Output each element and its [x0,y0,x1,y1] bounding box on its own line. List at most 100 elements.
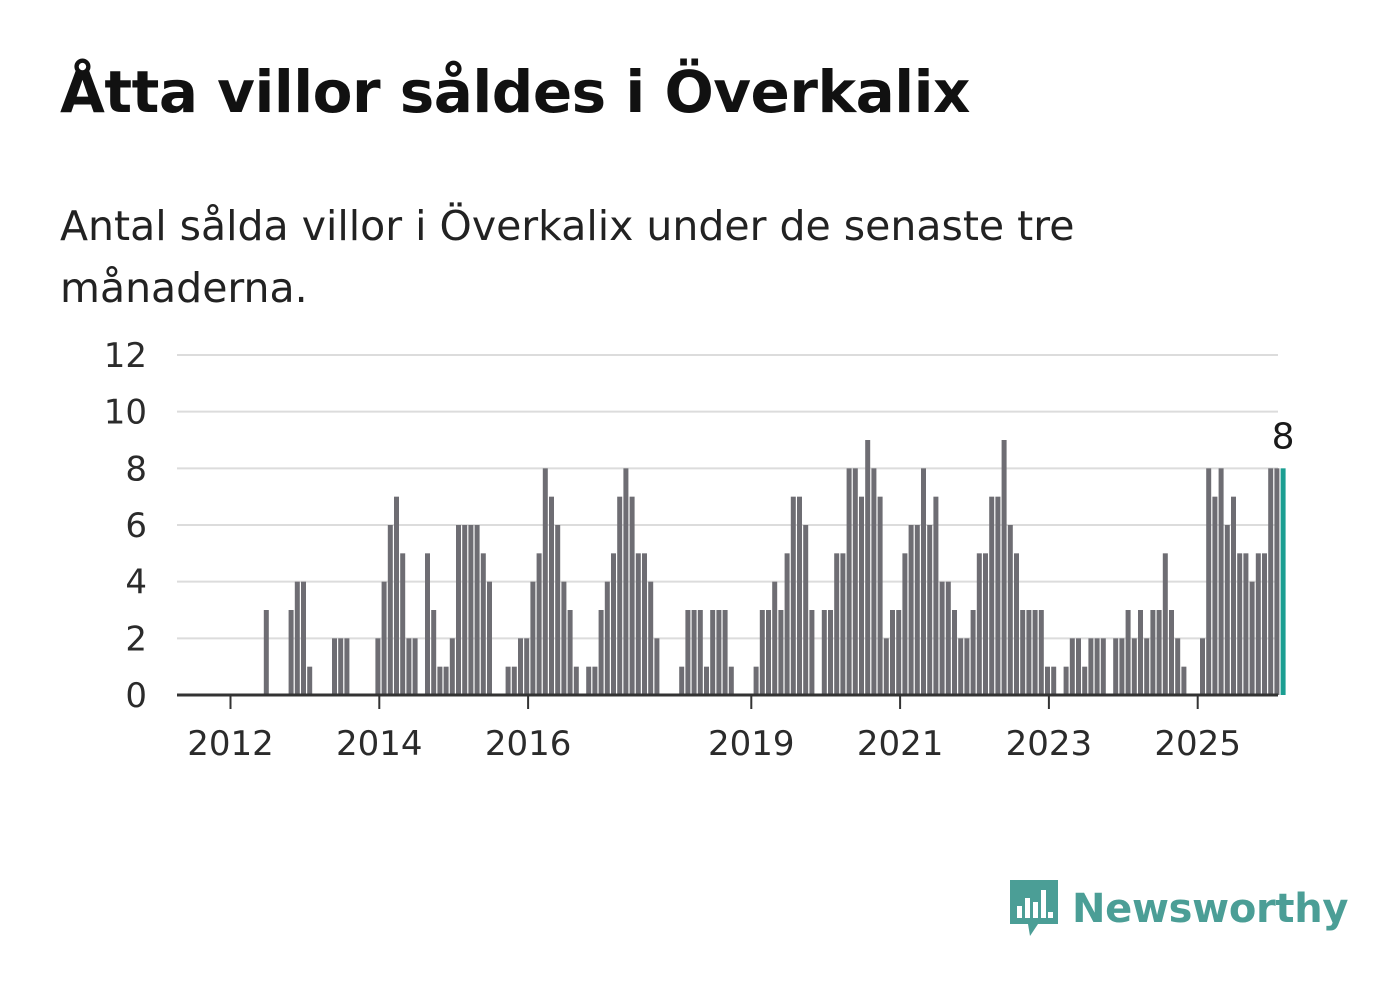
bar [456,525,461,695]
bar [1069,638,1075,695]
bar [1088,638,1094,695]
bar [1014,553,1019,695]
bar [1138,610,1143,695]
x-tick-label: 2012 [187,724,274,764]
annotations: 8 [1272,416,1295,457]
bar [604,581,610,695]
bar [1007,525,1013,695]
bar-highlight [1280,468,1286,695]
bar [834,553,840,695]
bar [1001,440,1007,695]
bar [567,610,573,695]
bar [995,496,1001,695]
bar [1268,468,1274,695]
bar-chart: 0 2 4 6 8 10 12 2012 2014 2016 2019 2021 2023 2025 8 [104,336,1295,764]
bar [939,581,945,695]
bar [412,638,418,695]
bar [809,610,815,695]
bar [927,525,933,695]
y-axis-labels: 0 2 4 6 8 10 12 [104,336,147,716]
bar [685,610,691,695]
chart-subtitle: Antal sålda villor i Överkalix under de … [60,202,1075,312]
bar [1100,638,1106,695]
bar [846,468,852,695]
bar [1162,553,1168,695]
bar [914,525,920,695]
bar [1051,666,1057,695]
x-axis: 2012 2014 2016 2019 2021 2023 2025 [177,693,1278,764]
bar [1255,553,1261,695]
bar [828,610,833,695]
bar [542,468,548,695]
bar [301,581,306,695]
bar [797,496,802,695]
bar [1218,468,1224,695]
y-tick-label: 12 [104,336,147,376]
bar [524,638,530,695]
bar [759,610,765,695]
bar [1094,638,1100,695]
bar [518,638,523,695]
bar [635,553,641,695]
bar [1026,610,1032,695]
chart-title: Åtta villor såldes i Överkalix [60,58,970,126]
bar [983,553,988,695]
bar [592,666,598,695]
bar [1045,666,1050,695]
bar [332,638,337,695]
bar [462,525,468,695]
bar [387,525,393,695]
bar [1063,666,1069,695]
bar [1082,666,1088,695]
bar [344,638,350,695]
y-tick-label: 6 [125,506,147,546]
bar [890,610,895,695]
bar [437,666,443,695]
bar [654,638,660,695]
bar [530,581,536,695]
bar [394,496,399,695]
bar [896,610,902,695]
bar [1249,581,1255,695]
bar [859,496,864,695]
bar [1262,553,1267,695]
bar [1150,610,1156,695]
newsworthy-logo: Newsworthy [1008,878,1349,940]
bar [487,581,492,695]
bar [1076,638,1081,695]
bar [728,666,734,695]
bar [1237,553,1243,695]
bar [1224,525,1230,695]
bar [1113,638,1119,695]
bar [852,468,858,695]
bar [1274,468,1280,695]
bar [400,553,406,695]
bar [710,610,716,695]
brand-name: Newsworthy [1072,886,1349,932]
bar [1212,496,1218,695]
bar [933,496,939,695]
bar [821,610,827,695]
bar [431,610,437,695]
bar [381,581,387,695]
bars [263,440,1286,695]
bar [443,666,449,695]
bar [691,610,697,695]
bar [480,553,486,695]
bar [1243,553,1249,695]
bar [468,525,474,695]
y-tick-label: 4 [125,563,147,603]
bar [561,581,567,695]
bar [1181,666,1187,695]
bar [865,440,871,695]
bar [573,666,579,695]
x-tick-label: 2014 [336,724,423,764]
bar [1032,610,1038,695]
y-tick-label: 10 [104,393,147,433]
bar [697,610,703,695]
bar [338,638,344,695]
bar [288,610,294,695]
bar [704,666,709,695]
x-tick-label: 2021 [857,724,944,764]
bar [1119,638,1125,695]
